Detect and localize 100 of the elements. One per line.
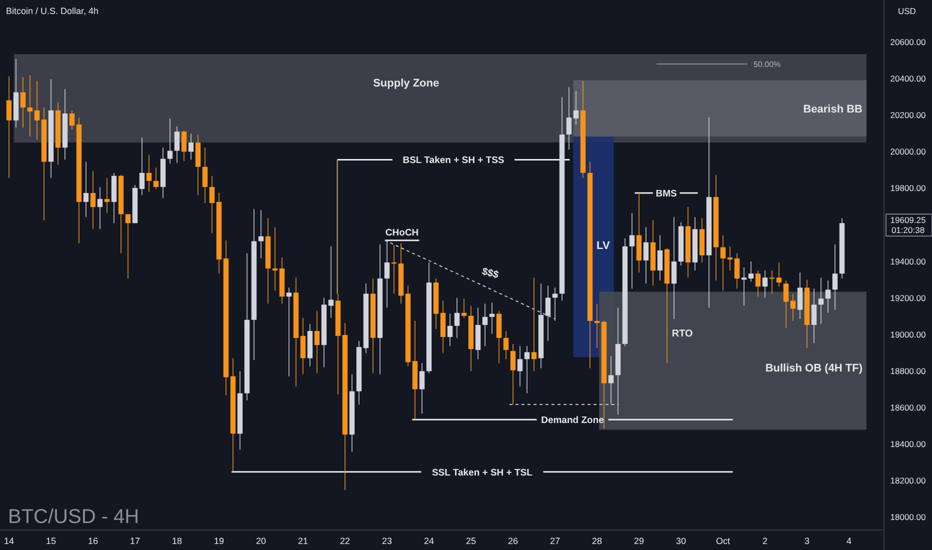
y-tick-label: 20400.00 bbox=[890, 74, 926, 84]
candlestick bbox=[531, 277, 537, 372]
ref-line-label: Demand Zone bbox=[541, 415, 604, 426]
candlestick bbox=[832, 244, 838, 310]
x-tick-label: 14 bbox=[4, 536, 14, 546]
y-tick-label: 20000.00 bbox=[890, 146, 926, 157]
candlestick bbox=[90, 170, 96, 230]
candlestick bbox=[517, 345, 523, 387]
y-tick-label: 18800.00 bbox=[890, 366, 926, 376]
y-tick-label: 18600.00 bbox=[890, 402, 926, 413]
x-tick-label: 4 bbox=[846, 536, 852, 546]
y-tick-label: 19400.00 bbox=[890, 256, 926, 266]
candlestick bbox=[34, 80, 40, 140]
candlestick bbox=[720, 234, 726, 292]
candlestick bbox=[503, 330, 509, 360]
text: 19609.25 bbox=[890, 215, 926, 226]
y-tick-label: 18200.00 bbox=[890, 476, 926, 486]
candlestick bbox=[300, 317, 306, 375]
candlestick bbox=[202, 147, 208, 204]
candlestick bbox=[384, 240, 390, 308]
candlestick bbox=[209, 175, 215, 234]
candlestick bbox=[286, 287, 292, 377]
y-tick-label: 20200.00 bbox=[890, 110, 926, 120]
x-tick-label: 22 bbox=[340, 536, 350, 546]
y-tick-label: 19000.00 bbox=[890, 329, 926, 340]
candlestick bbox=[6, 76, 12, 178]
candlestick bbox=[272, 226, 278, 292]
candlestick bbox=[69, 110, 75, 130]
candlestick bbox=[314, 310, 320, 374]
x-tick-label: Oct bbox=[716, 536, 730, 546]
ref-line-label: CHoCH bbox=[385, 227, 419, 238]
candlestick bbox=[825, 280, 831, 314]
candlestick bbox=[643, 226, 649, 284]
candlestick bbox=[748, 261, 754, 282]
band-label: Bullish OB (4H TF) bbox=[765, 362, 863, 375]
x-tick-label: 20 bbox=[256, 536, 266, 546]
band-label: Supply Zone bbox=[373, 77, 440, 90]
ref-line-label: SSL Taken + SH + TSL bbox=[432, 467, 533, 478]
candlestick bbox=[188, 133, 194, 160]
text: BTC/USD - 4H bbox=[8, 506, 140, 528]
annotation: RTO bbox=[672, 328, 694, 340]
x-tick-label: 17 bbox=[130, 536, 140, 546]
candlestick bbox=[489, 302, 495, 334]
x-tick-label: 23 bbox=[382, 536, 392, 546]
candlestick bbox=[167, 118, 173, 164]
annotation: 50.00% bbox=[754, 60, 781, 69]
candlestick bbox=[454, 297, 460, 338]
candlestick bbox=[545, 285, 551, 342]
candlestick bbox=[181, 130, 187, 162]
x-tick-label: 15 bbox=[46, 536, 56, 546]
candlestick bbox=[762, 270, 768, 298]
x-tick-label: 21 bbox=[298, 536, 308, 546]
candlestick bbox=[27, 74, 33, 138]
candlestick bbox=[657, 234, 663, 282]
x-tick-label: 18 bbox=[172, 536, 182, 546]
x-tick-label: 3 bbox=[804, 536, 810, 546]
candlestick bbox=[482, 303, 488, 346]
candlestick bbox=[818, 277, 824, 324]
candlestick bbox=[552, 287, 558, 322]
candlestick bbox=[20, 76, 26, 128]
candlestick bbox=[741, 267, 747, 306]
y-tick-label: 20600.00 bbox=[890, 37, 926, 48]
candlestick bbox=[629, 212, 635, 290]
candlestick bbox=[734, 252, 740, 290]
candlestick bbox=[174, 126, 180, 164]
candlestick bbox=[566, 86, 572, 150]
candlestick bbox=[783, 280, 789, 328]
candlestick bbox=[769, 270, 775, 294]
candlestick bbox=[797, 272, 803, 320]
candlestick bbox=[510, 343, 516, 405]
candlestick bbox=[104, 177, 110, 214]
candlestick bbox=[671, 216, 677, 320]
candlestick bbox=[153, 167, 159, 190]
candlestick bbox=[811, 288, 817, 344]
y-tick-label: 18000.00 bbox=[890, 512, 926, 522]
x-tick-label: 28 bbox=[592, 536, 602, 546]
candlestick bbox=[146, 154, 152, 192]
candlestick bbox=[776, 262, 782, 288]
ref-line-label: BSL Taken + SH + TSS bbox=[402, 155, 504, 166]
y-tick-label: 19800.00 bbox=[890, 183, 926, 194]
candlestick bbox=[790, 293, 796, 322]
x-tick-label: 24 bbox=[424, 536, 434, 546]
candlestick bbox=[97, 186, 103, 230]
band-label: LV bbox=[596, 240, 610, 252]
y-tick-label: 19200.00 bbox=[890, 292, 926, 303]
x-tick-label: 19 bbox=[214, 536, 224, 546]
candlestick bbox=[83, 161, 89, 218]
text: Bitcoin / U.S. Dollar, 4h bbox=[6, 6, 99, 16]
y-tick-label: 18400.00 bbox=[890, 439, 926, 450]
candlestick bbox=[727, 246, 733, 271]
candlestick bbox=[573, 90, 579, 125]
x-tick-label: 29 bbox=[634, 536, 644, 546]
text: 01:20:38 bbox=[891, 225, 925, 236]
candlestick bbox=[328, 246, 334, 318]
candlestick bbox=[755, 270, 761, 298]
candlestick bbox=[139, 137, 145, 196]
candlestick bbox=[419, 362, 425, 414]
ref-line-label: BMS bbox=[656, 188, 677, 200]
candlestick bbox=[608, 356, 614, 405]
x-tick-label: 25 bbox=[466, 536, 476, 546]
